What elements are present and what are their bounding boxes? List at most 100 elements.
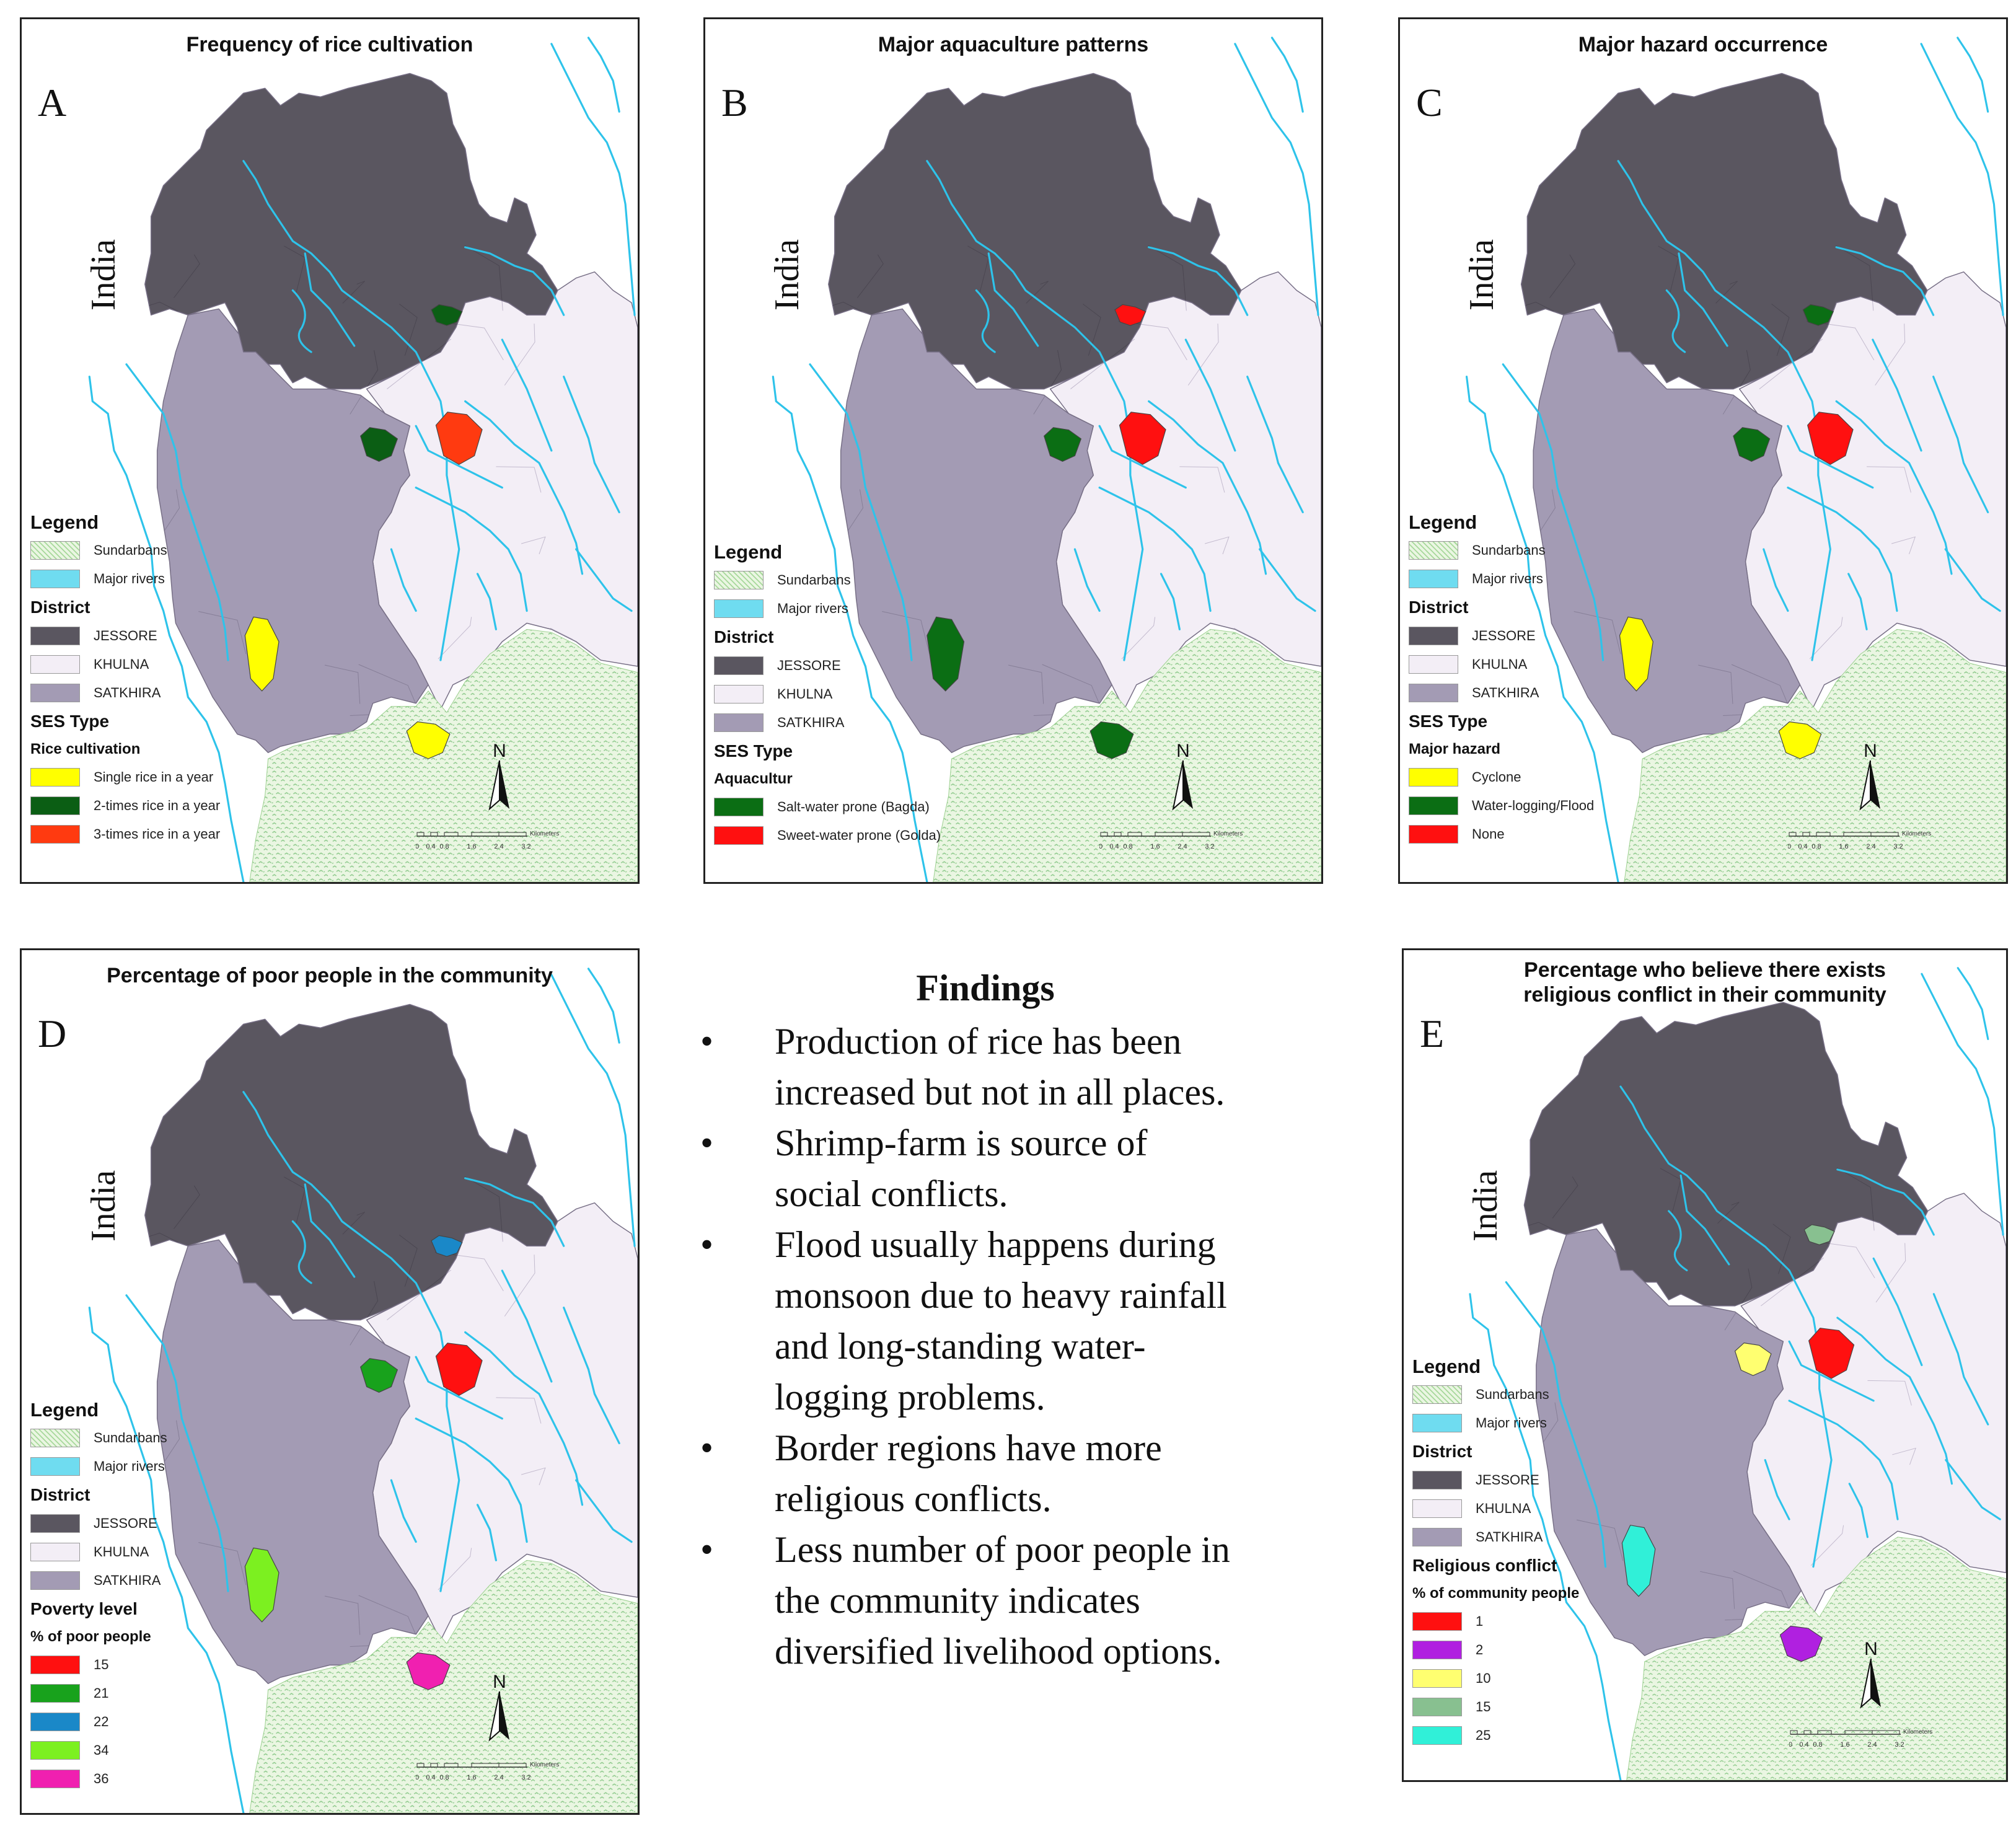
finding-item: • Production of rice has been increased bu… bbox=[669, 1016, 1326, 1118]
legend-swatch bbox=[1412, 1698, 1462, 1716]
scale-segment bbox=[444, 832, 459, 837]
legend-swatch bbox=[1412, 1641, 1462, 1659]
scale-tick-label: 0.4 bbox=[426, 1774, 436, 1781]
major-rivers bbox=[88, 37, 636, 882]
legend-item: 10 bbox=[1412, 1664, 1579, 1693]
category-heading: % of community people bbox=[1412, 1585, 1580, 1602]
highlighted-union bbox=[1044, 427, 1082, 462]
scale-segment bbox=[1155, 832, 1183, 837]
finding-text: Border regions have more religious confli… bbox=[775, 1422, 1326, 1524]
scale-tick-label: 2.4 bbox=[495, 843, 504, 850]
findings-box: Findings • Production of rice has been inc… bbox=[669, 967, 1326, 1677]
scale-bar-graphic: 0 0.4 0.8 1.6 2.4 3.2 Kilometers bbox=[1099, 831, 1243, 850]
legend-swatch bbox=[30, 796, 80, 815]
legend-label: Major rivers bbox=[1476, 1415, 1547, 1431]
legend-label: Major rivers bbox=[777, 601, 848, 616]
findings-title: Findings bbox=[916, 968, 1055, 1008]
legend-swatch bbox=[1412, 1726, 1462, 1745]
scale-segment bbox=[416, 832, 425, 837]
river-line bbox=[1679, 1174, 1730, 1266]
legend-swatch bbox=[30, 541, 80, 560]
legend-item: SATKHIRA bbox=[1409, 679, 1594, 707]
scale-tick-label: 0 bbox=[416, 1774, 419, 1781]
river-line bbox=[1788, 1340, 1875, 1402]
map-canvas bbox=[88, 37, 638, 882]
legend-swatch bbox=[714, 713, 764, 732]
legend-swatch bbox=[1409, 655, 1458, 674]
north-arrow-icon: N bbox=[1852, 1638, 1890, 1715]
legend-label: Cyclone bbox=[1472, 769, 1521, 785]
legend-label: Major rivers bbox=[94, 1458, 165, 1474]
map-canvas bbox=[88, 968, 638, 1813]
highlighted-union bbox=[1734, 1343, 1772, 1376]
legend-label: 2 bbox=[1476, 1642, 1484, 1657]
legend-label: Single rice in a year bbox=[94, 769, 214, 785]
river-line bbox=[1160, 573, 1181, 630]
legend-item: 36 bbox=[30, 1765, 167, 1793]
north-arrow-graphic: N bbox=[488, 741, 509, 811]
legend-label: JESSORE bbox=[94, 1515, 157, 1531]
map-canvas bbox=[1469, 967, 2006, 1780]
river-line bbox=[1848, 1483, 1869, 1538]
legend-item: Single rice in a year bbox=[30, 763, 220, 792]
scale-bar-graphic: 0 0.4 0.8 1.6 2.4 3.2 Kilometers bbox=[1787, 831, 1931, 850]
finding-item: • Less number of poor people in the commun… bbox=[669, 1524, 1326, 1677]
river-line bbox=[1944, 548, 2001, 612]
ses-heading: Poverty level bbox=[30, 1599, 138, 1618]
finding-item: • Shrimp-farm is source of social conflict… bbox=[669, 1118, 1326, 1219]
finding-line: Production of rice has been bbox=[775, 1021, 1182, 1062]
river-line bbox=[390, 1479, 417, 1543]
legend-swatch bbox=[1409, 768, 1458, 787]
river-line bbox=[464, 400, 584, 575]
legend-label: Sundarbans bbox=[94, 1430, 167, 1445]
legend-label: Sundarbans bbox=[777, 572, 851, 588]
river-line bbox=[464, 1177, 565, 1247]
legend-heading: Legend bbox=[1412, 1356, 1481, 1377]
legend-swatch bbox=[714, 599, 764, 618]
highlighted-union bbox=[1114, 304, 1147, 326]
finding-line: increased but not in all places. bbox=[775, 1072, 1225, 1113]
legend-item: SATKHIRA bbox=[714, 708, 941, 737]
scale-segment bbox=[430, 832, 438, 837]
finding-text: Production of rice has been increased but… bbox=[775, 1016, 1326, 1118]
legend-swatch bbox=[714, 798, 764, 816]
legend-item: Salt-water prone (Bagda) bbox=[714, 793, 941, 821]
map-legend: Legend Sundarbans Major rivers District JESS… bbox=[30, 1396, 167, 1793]
india-label: India bbox=[84, 1170, 123, 1242]
legend-label: Sweet-water prone (Golda) bbox=[777, 827, 941, 843]
legend-label: 15 bbox=[94, 1657, 109, 1672]
north-arrow-dark bbox=[1871, 1659, 1882, 1707]
legend-label: KHULNA bbox=[777, 686, 833, 702]
satkhira-district bbox=[840, 308, 1112, 753]
scale-bar: 0 0.4 0.8 1.6 2.4 3.2 Kilometers bbox=[415, 827, 602, 858]
india-label: India bbox=[768, 239, 806, 311]
river-line bbox=[1763, 548, 1789, 612]
river-line bbox=[390, 548, 417, 612]
north-label: N bbox=[493, 1672, 506, 1692]
legend-item: 22 bbox=[30, 1708, 167, 1736]
legend-item: Sundarbans bbox=[1409, 536, 1594, 565]
scale-segment bbox=[1114, 832, 1122, 837]
river-line bbox=[1835, 246, 1935, 316]
river-line bbox=[304, 252, 356, 347]
north-arrow-icon: N bbox=[1852, 739, 1889, 817]
legend-item: 15 bbox=[30, 1651, 167, 1679]
scale-segment bbox=[1816, 832, 1831, 837]
river-line bbox=[1073, 548, 1101, 612]
north-arrow-light bbox=[488, 760, 500, 811]
map-canvas bbox=[772, 37, 1321, 882]
north-arrow-light bbox=[1171, 760, 1184, 811]
legend-item: 25 bbox=[1412, 1721, 1579, 1750]
panel-title: Percentage who believe there exists reli… bbox=[1404, 958, 2006, 1007]
river-line bbox=[1098, 487, 1212, 612]
river-line bbox=[1184, 338, 1236, 452]
legend-swatch bbox=[30, 1514, 80, 1533]
legend-label: 21 bbox=[94, 1685, 109, 1701]
scale-segment bbox=[444, 1763, 459, 1768]
river-line bbox=[1505, 1281, 1607, 1568]
major-rivers bbox=[88, 968, 636, 1813]
panel-title: Frequency of rice cultivation bbox=[186, 33, 473, 56]
legend-label: SATKHIRA bbox=[1472, 685, 1539, 700]
district-heading: District bbox=[1412, 1442, 1472, 1461]
finding-line: Flood usually happens during bbox=[775, 1224, 1216, 1265]
